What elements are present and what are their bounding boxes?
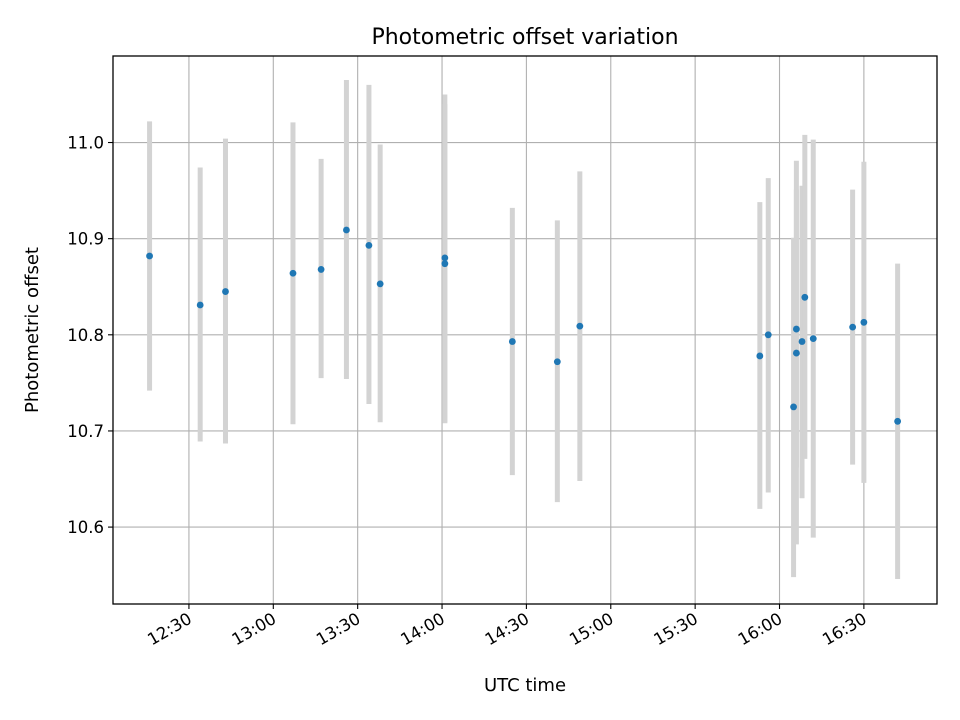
- data-point: [764, 331, 772, 339]
- data-point: [576, 322, 584, 330]
- chart-title: Photometric offset variation: [371, 25, 678, 50]
- y-tick-label: 10.7: [67, 422, 104, 441]
- data-point: [146, 252, 153, 260]
- data-point: [222, 288, 229, 295]
- data-point: [553, 358, 561, 366]
- data-point: [376, 280, 384, 288]
- data-point: [365, 241, 373, 249]
- data-point: [508, 338, 516, 345]
- data-point: [792, 349, 800, 357]
- data-point: [792, 325, 800, 333]
- data-point: [441, 254, 449, 262]
- data-point: [317, 266, 325, 273]
- data-points: [146, 226, 902, 425]
- y-tick-label: 10.9: [67, 230, 104, 249]
- data-point: [196, 301, 204, 309]
- data-point: [441, 260, 449, 268]
- data-point: [894, 417, 902, 425]
- plot-frame: [112, 55, 938, 605]
- data-point: [809, 335, 817, 343]
- y-tick-label: 10.8: [67, 326, 104, 345]
- y-axis-ticks: 10.6 10.7 10.8 10.9 11.0: [67, 134, 113, 537]
- data-point: [289, 269, 297, 277]
- data-point: [860, 318, 868, 326]
- x-axis-label: UTC time: [484, 675, 566, 696]
- y-tick-label: 11.0: [67, 134, 104, 153]
- data-point: [343, 226, 350, 234]
- y-tick-label: 10.6: [67, 518, 104, 537]
- data-point: [801, 293, 809, 301]
- y-axis-label: Photometric offset: [22, 247, 43, 413]
- data-point: [849, 323, 857, 331]
- data-point: [798, 338, 806, 345]
- data-point: [756, 352, 764, 360]
- data-point: [790, 403, 797, 411]
